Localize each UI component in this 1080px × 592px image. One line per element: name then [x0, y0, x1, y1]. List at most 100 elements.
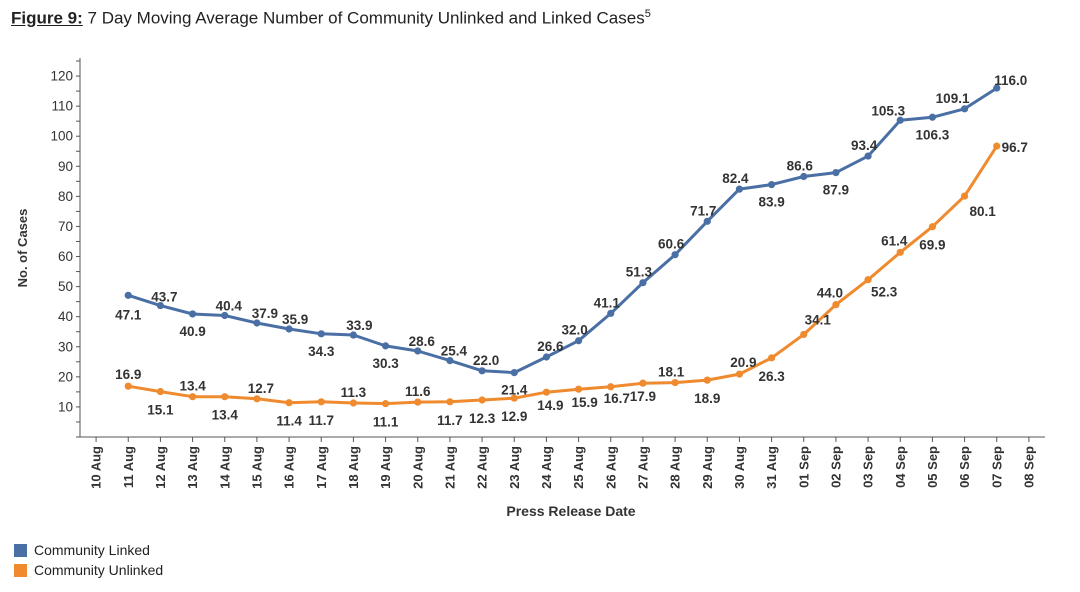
data-point-unlinked	[349, 399, 358, 407]
data-point-unlinked	[832, 301, 840, 309]
data-label-linked: 25.4	[441, 344, 468, 359]
x-tick-label: 11 Aug	[121, 446, 136, 488]
x-tick-label: 23 Aug	[507, 446, 522, 489]
data-label-linked: 33.9	[346, 318, 372, 333]
data-point-unlinked	[317, 398, 325, 406]
data-label-unlinked: 13.4	[212, 408, 239, 423]
y-tick-label: 50	[58, 279, 73, 294]
data-label-linked: 105.3	[871, 103, 905, 118]
data-point-unlinked	[285, 399, 293, 407]
data-point-linked	[221, 311, 229, 320]
figure-title-text: 7 Day Moving Average Number of Community…	[82, 8, 645, 28]
data-point-linked	[896, 116, 904, 124]
data-label-linked: 40.4	[216, 298, 243, 313]
x-tick-label: 08 Sep	[1021, 446, 1036, 488]
chart-series	[124, 84, 1001, 408]
y-tick-label: 110	[51, 99, 73, 114]
chart-legend: Community Linked Community Unlinked	[14, 540, 163, 580]
figure-title: Figure 9: 7 Day Moving Average Number of…	[11, 8, 651, 29]
data-label-linked: 30.3	[372, 356, 399, 371]
data-label-linked: 22.0	[473, 353, 499, 368]
data-label-unlinked: 11.7	[437, 413, 463, 428]
data-label-linked: 109.1	[936, 91, 970, 106]
x-tick-label: 27 Aug	[635, 446, 650, 489]
data-label-unlinked: 69.9	[919, 238, 945, 253]
data-label-linked: 116.0	[994, 73, 1027, 88]
data-label-linked: 83.9	[758, 195, 784, 210]
data-point-unlinked	[381, 400, 390, 408]
data-label-unlinked: 11.3	[341, 385, 367, 400]
data-label-linked: 40.9	[179, 324, 205, 339]
data-point-unlinked	[800, 330, 808, 339]
data-label-unlinked: 96.7	[1002, 140, 1028, 155]
legend-item-linked: Community Linked	[14, 540, 163, 560]
data-point-linked	[735, 185, 744, 193]
y-tick-label: 40	[58, 309, 73, 324]
x-tick-label: 15 Aug	[249, 446, 264, 489]
series-line-unlinked	[128, 145, 999, 406]
data-point-linked	[349, 331, 358, 339]
x-axis-label: Press Release Date	[506, 503, 635, 519]
data-label-unlinked: 61.4	[881, 233, 908, 248]
data-label-unlinked: 15.1	[147, 403, 174, 418]
x-tick-label: 19 Aug	[378, 446, 393, 489]
data-point-unlinked	[703, 376, 711, 384]
data-point-linked	[124, 291, 132, 299]
data-label-linked: 32.0	[561, 323, 587, 338]
data-label-unlinked: 16.7	[604, 391, 630, 406]
data-point-unlinked	[510, 394, 518, 402]
series-line-linked	[127, 86, 998, 375]
y-tick-label: 60	[58, 249, 73, 264]
data-point-linked	[446, 356, 454, 365]
data-label-linked: 26.6	[537, 339, 564, 354]
data-point-unlinked	[156, 387, 165, 396]
chart-axes: 10 20 30 40 50 60 70 80 90 100 110 120 10 Aug 11 Aug 1…	[50, 58, 1045, 489]
y-tick-label: 80	[58, 189, 73, 204]
data-point-linked	[800, 172, 808, 181]
x-tick-label: 06 Sep	[957, 446, 972, 488]
data-point-linked	[317, 330, 325, 338]
legend-item-unlinked: Community Unlinked	[14, 560, 163, 580]
x-tick-label: 12 Aug	[153, 446, 168, 489]
x-tick-label: 17 Aug	[314, 446, 329, 489]
data-point-linked	[607, 309, 615, 317]
data-point-linked	[414, 347, 422, 355]
data-label-linked: 34.3	[308, 344, 335, 359]
data-point-linked	[928, 113, 937, 121]
x-tick-label: 25 Aug	[571, 446, 586, 489]
legend-swatch-linked	[14, 543, 27, 557]
data-label-unlinked: 26.3	[758, 369, 785, 384]
x-tick-label: 30 Aug	[732, 446, 747, 489]
data-point-linked	[864, 152, 872, 160]
data-point-linked	[253, 319, 261, 327]
data-point-unlinked	[896, 248, 904, 256]
data-point-linked	[285, 325, 293, 333]
data-point-unlinked	[446, 398, 454, 406]
x-tick-label: 04 Sep	[893, 446, 908, 488]
y-tick-label: 120	[50, 69, 73, 84]
x-tick-label: 21 Aug	[442, 446, 457, 489]
figure-footnote: 5	[644, 8, 651, 20]
data-point-unlinked	[574, 385, 583, 393]
data-label-unlinked: 18.1	[658, 365, 685, 380]
data-label-linked: 47.1	[115, 307, 142, 322]
x-tick-label: 03 Sep	[861, 446, 876, 488]
data-point-unlinked	[735, 370, 744, 378]
data-point-linked	[381, 342, 390, 350]
data-label-unlinked: 12.3	[469, 411, 496, 426]
data-label-unlinked: 11.6	[405, 384, 431, 399]
legend-swatch-unlinked	[14, 563, 27, 577]
data-point-linked	[188, 310, 197, 318]
x-tick-label: 07 Sep	[989, 446, 1004, 488]
data-label-linked: 93.4	[851, 138, 878, 153]
data-point-unlinked	[607, 383, 615, 391]
data-label-unlinked: 16.9	[115, 367, 141, 382]
data-label-linked: 86.6	[787, 159, 814, 174]
data-label-unlinked: 11.4	[276, 414, 302, 429]
x-tick-label: 22 Aug	[475, 446, 490, 489]
data-label-unlinked: 14.9	[537, 398, 563, 413]
x-tick-label: 20 Aug	[410, 446, 425, 489]
data-point-unlinked	[542, 388, 551, 396]
data-point-unlinked	[928, 223, 937, 231]
x-tick-label: 28 Aug	[668, 446, 683, 489]
